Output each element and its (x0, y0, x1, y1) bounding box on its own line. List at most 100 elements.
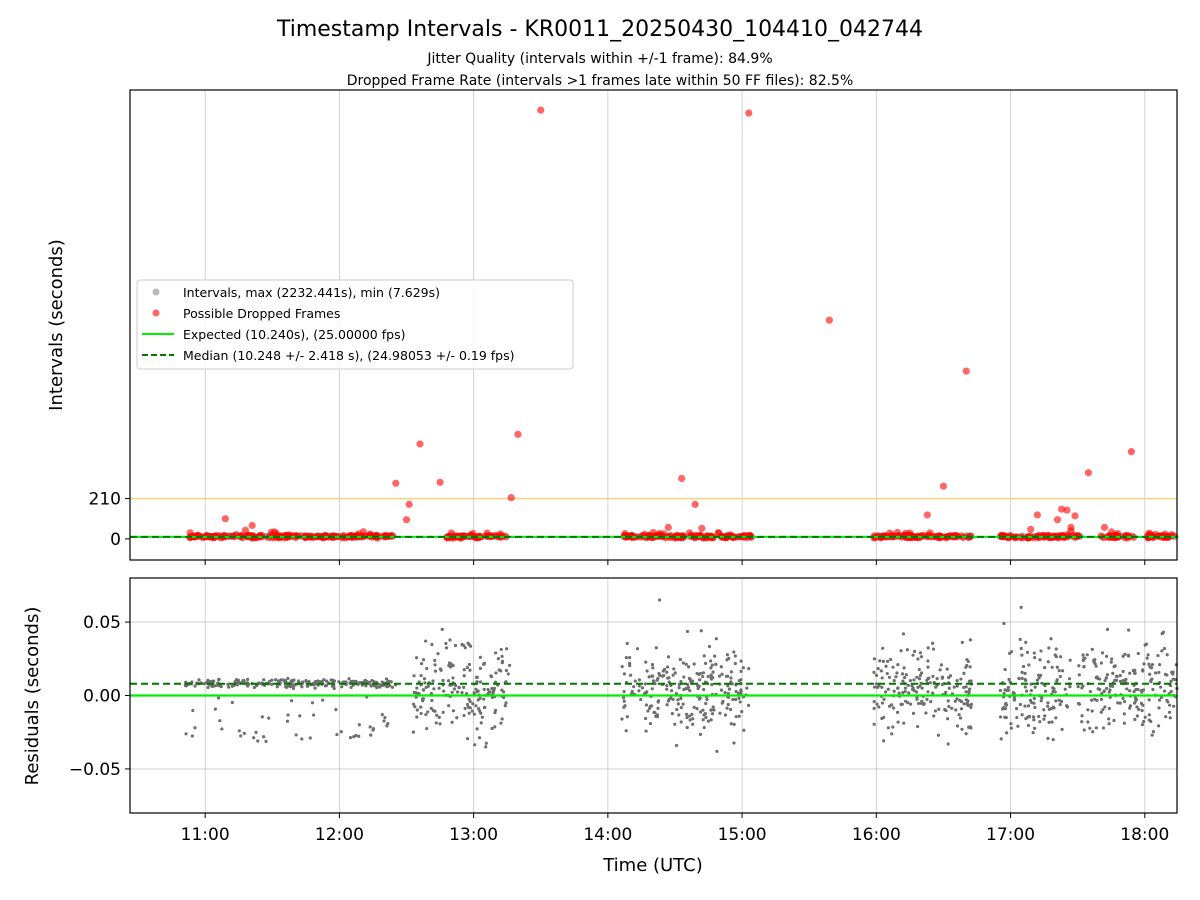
residual-point-844 (947, 686, 951, 690)
residual-point-940 (1020, 676, 1024, 680)
residual-point-905 (1032, 718, 1036, 722)
residual-point-321 (508, 663, 512, 667)
residual-point-717 (886, 687, 890, 691)
residual-point-604 (669, 689, 674, 693)
dropped-outlier-15 (698, 524, 706, 532)
intervals-panel: 0 210 Intervals (seconds) Intervals, max … (46, 89, 1179, 565)
residual-point-708 (879, 669, 883, 673)
residual-point-872 (922, 702, 926, 707)
residual-point-895 (915, 695, 919, 700)
residual-point-495 (729, 722, 733, 726)
residual-point-869 (919, 671, 924, 675)
residual-point-656 (698, 678, 702, 682)
residual-point-818 (874, 673, 879, 677)
residual-point-461 (635, 647, 640, 651)
residual-point-704 (715, 749, 719, 753)
residual-point-724 (926, 690, 930, 694)
residual-point-990 (1033, 726, 1037, 730)
residual-point-828 (901, 691, 905, 695)
residual-point-476 (625, 641, 629, 646)
residual-point-325 (479, 721, 483, 725)
residual-point-858 (962, 685, 966, 690)
residual-point-729 (945, 717, 950, 721)
residual-point-410 (500, 717, 504, 721)
residual-point-556 (729, 676, 733, 680)
residual-point-418 (475, 680, 479, 684)
residual-point-1114 (1099, 661, 1103, 665)
residual-point-764 (872, 722, 876, 726)
residual-point-250 (300, 737, 304, 741)
residual-point-1038 (1051, 737, 1055, 742)
residual-point-313 (482, 697, 486, 701)
residual-point-889 (916, 701, 921, 706)
residual-point-267 (504, 668, 509, 673)
residual-point-798 (880, 676, 884, 680)
residual-point-755 (939, 663, 944, 667)
residual-point-475 (688, 718, 692, 722)
residual-point-681 (699, 629, 703, 633)
residual-point-788 (918, 673, 922, 678)
residual-point-488 (656, 699, 661, 703)
residual-point-507 (676, 702, 680, 706)
residual-point-852 (959, 699, 964, 704)
residual-point-1080 (1157, 706, 1161, 710)
residual-point-424 (444, 646, 449, 650)
residual-point-967 (1065, 704, 1069, 708)
residual-point-1044 (1088, 689, 1092, 694)
residual-point-236 (213, 707, 217, 711)
residual-point-1028 (1042, 717, 1046, 721)
residual-point-838 (912, 678, 916, 682)
residual-point-955 (998, 715, 1003, 719)
residual-point-1194 (1149, 719, 1153, 723)
residual-point-951 (1049, 637, 1053, 641)
residual-point-558 (728, 707, 733, 712)
residual-point-756 (872, 700, 876, 704)
dropped-outlier-3 (392, 479, 400, 487)
residual-point-189 (292, 678, 296, 682)
residual-point-466 (719, 688, 724, 692)
residual-point-709 (897, 691, 901, 695)
residual-point-999 (1003, 688, 1007, 692)
residual-point-1225 (1100, 691, 1104, 695)
residual-point-532 (702, 687, 706, 692)
residual-point-216 (372, 680, 376, 684)
residual-point-861 (962, 671, 966, 676)
residual-point-759 (894, 675, 898, 679)
residual-point-854 (916, 657, 920, 661)
residual-point-300 (430, 698, 434, 703)
residual-point-823 (882, 739, 886, 743)
residual-point-998 (1054, 655, 1058, 659)
residual-point-1130 (1080, 720, 1084, 724)
residual-point-696 (707, 644, 712, 649)
residual-point-402 (412, 674, 416, 678)
residual-point-594 (726, 702, 730, 707)
residual-point-797 (903, 689, 907, 694)
residual-point-701 (651, 666, 655, 670)
residual-point-765 (946, 699, 950, 703)
residual-point-1204 (1135, 714, 1139, 718)
residual-point-1198 (1135, 705, 1139, 709)
residual-point-333 (417, 680, 421, 684)
residual-point-445 (478, 696, 482, 700)
residual-point-1012 (1004, 701, 1008, 706)
residual-point-1128 (1148, 672, 1152, 676)
residual-point-573 (746, 703, 751, 708)
residual-point-280 (423, 681, 427, 685)
residual-point-781 (899, 649, 903, 653)
residual-point-1230 (1156, 654, 1160, 658)
residual-point-1022 (1007, 677, 1011, 682)
residual-point-651 (674, 743, 679, 748)
residual-point-536 (698, 696, 702, 700)
residual-point-726 (925, 697, 929, 701)
residual-point-699 (710, 683, 714, 687)
residual-point-6 (307, 679, 311, 684)
residual-point-996 (1011, 691, 1016, 695)
residual-point-673 (737, 696, 741, 700)
residual-point-574 (633, 679, 637, 683)
residual-point-771 (919, 681, 923, 685)
dropped-outlier-30 (1100, 523, 1109, 531)
residual-point-627 (647, 675, 651, 679)
residual-point-1045 (1158, 662, 1162, 667)
residual-point-665 (678, 657, 682, 662)
residual-point-437 (465, 665, 469, 670)
